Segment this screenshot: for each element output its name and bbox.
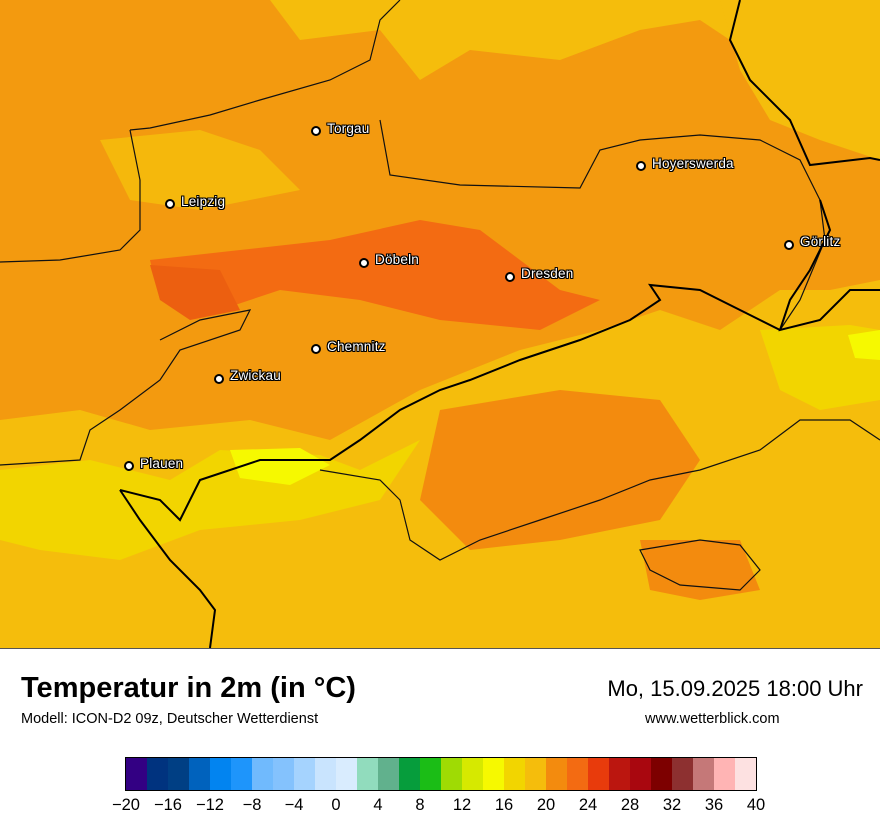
border-line-southwest [0, 309, 252, 466]
legend-swatch [252, 758, 273, 790]
legend-swatch [630, 758, 651, 790]
border-line-czech [119, 283, 781, 522]
legend-tick-label: −20 [112, 796, 140, 814]
legend-swatch [420, 758, 441, 790]
legend-swatch [735, 758, 756, 790]
city-marker [636, 161, 646, 171]
legend-swatch [483, 758, 504, 790]
legend-tick-label: 4 [373, 796, 383, 814]
legend-tick-label: 36 [704, 796, 724, 814]
city-label-torgau: Torgau [327, 121, 370, 136]
legend-swatch [147, 758, 168, 790]
legend-swatch [378, 758, 399, 790]
city-marker [784, 240, 794, 250]
city-label-zwickau: Zwickau [230, 368, 281, 383]
zone-orange-southeast-2 [640, 540, 760, 600]
legend-swatch [336, 758, 357, 790]
city-marker [359, 258, 369, 268]
city-label-leipzig: Leipzig [181, 194, 226, 209]
legend-swatch [567, 758, 588, 790]
city-marker [214, 374, 224, 384]
legend-swatch [315, 758, 336, 790]
legend-swatch [504, 758, 525, 790]
border-line-region-south [319, 419, 880, 561]
legend-swatch [210, 758, 231, 790]
zone-bright-yellow-east [848, 330, 880, 360]
legend-tick-label: 32 [662, 796, 682, 814]
legend-swatch [714, 758, 735, 790]
zone-dark-orange-west [150, 265, 240, 320]
legend-tick-label: −16 [154, 796, 182, 814]
legend-swatch [525, 758, 546, 790]
map-canvas [0, 0, 880, 648]
legend-tick-label: 0 [331, 796, 341, 814]
legend-swatch [609, 758, 630, 790]
legend-swatch [168, 758, 189, 790]
legend-tick-label: 28 [620, 796, 640, 814]
legend-swatch [588, 758, 609, 790]
city-marker [311, 126, 321, 136]
city-label-goerlitz: Görlitz [800, 234, 841, 249]
legend-swatch [126, 758, 147, 790]
border-line-east-poland [778, 199, 880, 332]
city-marker [124, 461, 134, 471]
zone-bright-yellow [230, 448, 330, 485]
city-marker [505, 272, 515, 282]
border-line-region-east [639, 539, 761, 591]
city-marker [165, 199, 175, 209]
zone-yellow-orange-northeast [720, 0, 880, 160]
city-marker [311, 344, 321, 354]
border-line-north [129, 0, 401, 131]
legend-tick-label: −8 [242, 796, 262, 814]
legend-swatch [399, 758, 420, 790]
border-line-northeast [728, 0, 880, 167]
color-scale-legend [125, 757, 757, 791]
city-label-doebeln: Döbeln [375, 252, 419, 267]
legend-tick-label: 20 [536, 796, 556, 814]
legend-tick-label: 8 [415, 796, 425, 814]
legend-swatch [693, 758, 714, 790]
zone-orange-southeast [420, 390, 700, 550]
zone-yellow-orange-mid [100, 130, 300, 210]
legend-swatch [672, 758, 693, 790]
forecast-datetime: Mo, 15.09.2025 18:00 Uhr [607, 676, 863, 701]
border-line-west [0, 129, 141, 263]
legend-tick-label: −4 [284, 796, 304, 814]
city-label-chemnitz: Chemnitz [327, 339, 386, 354]
legend-tick-label: 16 [494, 796, 514, 814]
temperature-map [0, 0, 880, 649]
city-label-plauen: Plauen [140, 456, 184, 471]
legend-swatch [189, 758, 210, 790]
legend-swatch [441, 758, 462, 790]
legend-swatch [651, 758, 672, 790]
zone-yellow-orange-north [0, 0, 880, 100]
legend-tick-label: 40 [746, 796, 766, 814]
legend-swatch [231, 758, 252, 790]
city-label-hoyerswerda: Hoyerswerda [652, 156, 734, 171]
legend-swatch [273, 758, 294, 790]
legend-swatch [546, 758, 567, 790]
zone-yellow-east [760, 325, 880, 410]
legend-swatch [357, 758, 378, 790]
border-line-south [119, 489, 217, 648]
legend-tick-label: 24 [578, 796, 598, 814]
legend-swatch [294, 758, 315, 790]
website-link[interactable]: www.wetterblick.com [645, 711, 780, 727]
legend-tick-label: 12 [452, 796, 472, 814]
legend-tick-label: −12 [196, 796, 224, 814]
zone-dark-orange-center [150, 220, 600, 330]
map-title: Temperatur in 2m (in °C) [21, 672, 356, 704]
model-source: Modell: ICON-D2 09z, Deutscher Wetterdie… [21, 711, 319, 727]
city-label-dresden: Dresden [521, 266, 574, 281]
legend-swatch [462, 758, 483, 790]
